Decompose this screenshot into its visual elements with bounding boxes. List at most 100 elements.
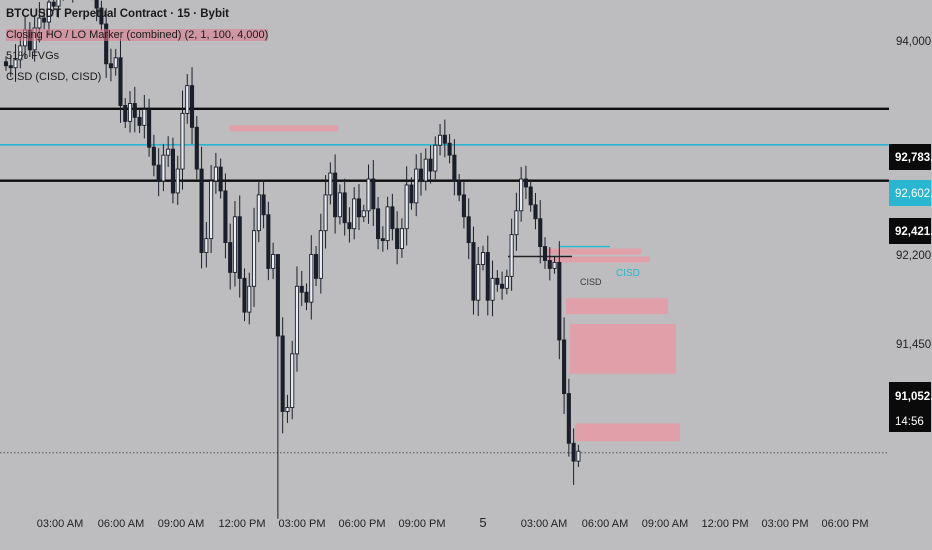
countdown-label: 14:56: [895, 416, 924, 428]
candle-body: [213, 166, 218, 182]
fvg-box: [230, 125, 338, 132]
candle-body: [285, 407, 290, 412]
x-tick-label: 09:00 PM: [398, 518, 445, 530]
candle-body: [199, 168, 204, 253]
candle-body: [514, 210, 519, 236]
candle-body: [376, 208, 381, 240]
indicator-ho-lo-marker[interactable]: Closing HO / LO Marker (combined) (2, 1,…: [6, 25, 269, 46]
candle-body: [290, 353, 295, 408]
candle-body: [189, 85, 195, 128]
candle-body: [447, 142, 452, 156]
x-tick-label: 09:00 AM: [642, 518, 688, 530]
candle-body: [228, 242, 233, 273]
candle-body: [528, 186, 533, 206]
price-axis[interactable]: 94,000.0 92,200.0 91,450.0 92,783.0 92,6…: [889, 36, 932, 432]
candle-body: [566, 393, 571, 444]
candle-body: [509, 234, 514, 277]
candle-body: [404, 184, 409, 230]
candle-body: [251, 230, 257, 287]
candle-body: [304, 291, 309, 303]
candle-body: [261, 194, 266, 216]
candle-body: [538, 218, 543, 248]
candle-body: [56, 0, 61, 7]
candle-body: [390, 206, 395, 230]
candle-body: [237, 216, 242, 279]
candle-body: [185, 85, 190, 114]
candle-body: [247, 285, 252, 313]
candle-body: [37, 17, 42, 29]
candle-body: [337, 192, 342, 218]
candle-body: [457, 180, 462, 196]
candle-body: [8, 65, 13, 69]
candle-body: [418, 168, 424, 182]
candle-body: [127, 103, 133, 122]
candle-body: [323, 194, 328, 232]
candle-body: [180, 112, 185, 170]
x-tick-label: 03:00 PM: [761, 518, 808, 530]
candle-body: [166, 148, 171, 156]
x-tick-label: 12:00 PM: [218, 518, 265, 530]
indicator-fvgs[interactable]: 51% FVGs: [6, 50, 60, 62]
candle-body: [476, 263, 481, 301]
candle-body: [428, 158, 433, 172]
candle-body: [175, 168, 180, 194]
candle-body: [433, 144, 438, 172]
candle-body: [94, 0, 99, 9]
candle-body: [442, 134, 447, 144]
symbol-title[interactable]: BTCUSDT Perpetual Contract · 15 · Bybit: [6, 8, 229, 20]
y-tick-label: 94,000.0: [896, 36, 932, 48]
fvg-box: [566, 298, 668, 315]
lower-level-label: 92,421.6: [895, 226, 932, 238]
candle-body: [309, 254, 314, 303]
candle-body: [99, 7, 104, 25]
fvg-box: [548, 256, 650, 263]
candle-body: [132, 103, 137, 118]
candle-body: [142, 109, 147, 126]
upper-level-label: 92,783.0: [895, 152, 932, 164]
candle-body: [151, 146, 156, 166]
candle-body: [395, 228, 400, 249]
x-tick-label: 12:00 PM: [701, 518, 748, 530]
price-levels: [0, 107, 889, 454]
lower-level-label-bg: [889, 218, 931, 244]
candle-body: [256, 194, 261, 232]
candle-body: [380, 238, 385, 242]
candle-body: [209, 180, 214, 240]
upper-level-label-bg: [889, 144, 931, 170]
x-tick-label: 09:00 AM: [158, 518, 204, 530]
candle-body: [108, 63, 113, 69]
candle-body: [423, 158, 428, 182]
candle-body: [371, 178, 376, 210]
fvg-box: [545, 248, 642, 255]
time-axis[interactable]: 03:00 AM 06:00 AM 09:00 AM 12:00 PM 03:00 PM…: [37, 515, 869, 530]
candle-body: [523, 178, 528, 188]
x-tick-label: 06:00 PM: [338, 518, 385, 530]
candle-body: [318, 230, 323, 279]
candle-body: [571, 442, 576, 462]
candle-body: [3, 61, 9, 67]
candle-body: [13, 59, 18, 69]
x-tick-label: 03:00 AM: [521, 518, 567, 530]
candle-body: [485, 252, 490, 301]
candle-body: [280, 335, 285, 412]
candle-body: [557, 262, 562, 341]
candle-body: [399, 228, 404, 249]
candle-body: [118, 57, 123, 106]
candle-body: [480, 252, 486, 265]
indicator-cisd[interactable]: CISD (CISD, CISD): [6, 71, 102, 83]
candle-body: [104, 23, 109, 65]
candle-body: [161, 154, 166, 182]
candle-body: [409, 184, 414, 204]
chart-legend: BTCUSDT Perpetual Contract · 15 · Bybit …: [6, 4, 269, 88]
candle-body: [194, 126, 199, 170]
candle-body: [347, 222, 352, 230]
fvg-box: [570, 324, 676, 374]
candle-body: [18, 45, 23, 61]
candle-body: [271, 254, 276, 269]
candle-body: [500, 283, 505, 289]
candle-body: [533, 204, 538, 220]
indicator-label: Closing HO / LO Marker (combined) (2, 1,…: [6, 29, 269, 41]
candle-body: [461, 194, 466, 218]
y-tick-label: 91,450.0: [896, 339, 932, 351]
